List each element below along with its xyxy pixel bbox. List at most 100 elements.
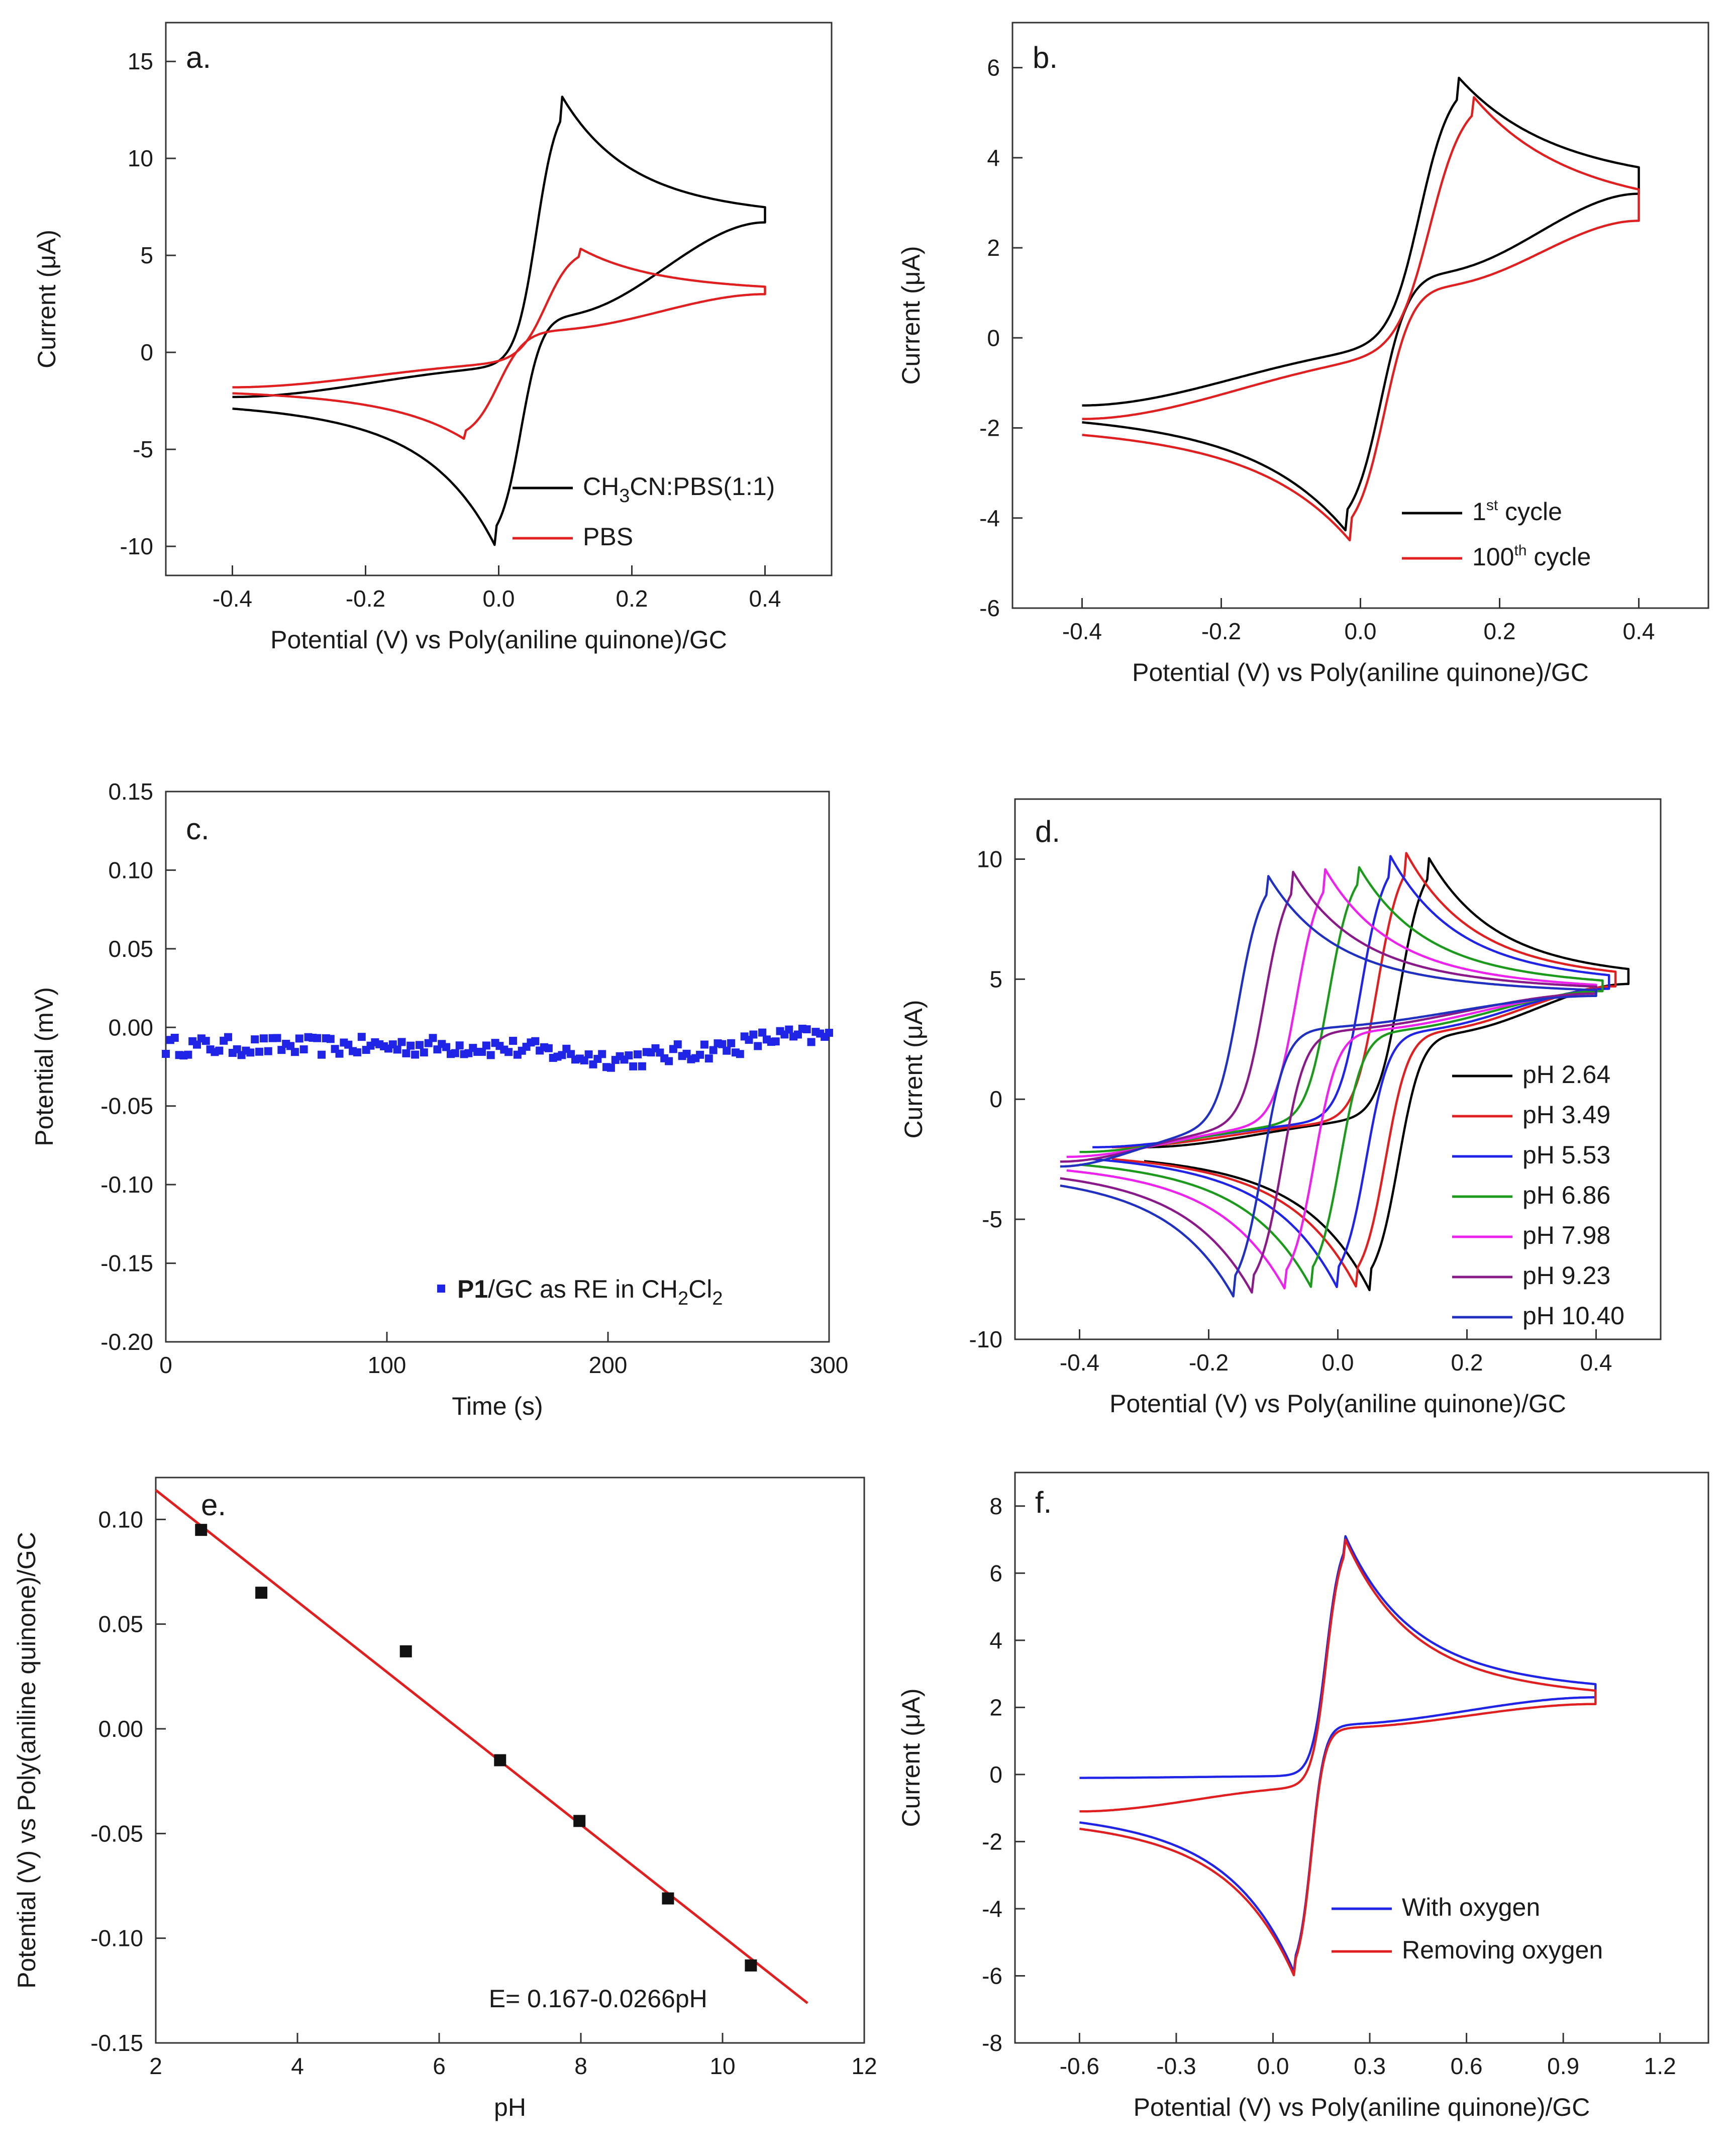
panel-label: d.	[1035, 815, 1060, 848]
data-point	[326, 1035, 335, 1043]
data-point	[504, 1048, 513, 1056]
data-point	[696, 1050, 704, 1059]
y-tick-label: 5	[989, 966, 1002, 992]
y-tick-label: 6	[989, 1560, 1002, 1586]
y-tick-label: 0.00	[98, 1716, 143, 1742]
data-point	[277, 1046, 286, 1054]
panel-label: c.	[186, 812, 210, 846]
legend-entry: pH 10.40	[1522, 1302, 1624, 1330]
y-tick-label: -2	[979, 415, 1000, 441]
y-tick-label: -2	[982, 1828, 1002, 1854]
y-axis-label: Potential (mV)	[30, 987, 58, 1146]
data-point	[665, 1057, 673, 1065]
data-point	[295, 1034, 303, 1043]
series-line-pbs	[232, 247, 766, 440]
y-tick-label: 0.15	[108, 778, 153, 805]
data-point	[255, 1587, 268, 1599]
data-point	[170, 1034, 179, 1042]
data-point	[625, 1051, 633, 1059]
x-tick-label: 10	[709, 2053, 735, 2079]
plot-frame-c	[165, 791, 830, 1343]
x-tick-label: 200	[589, 1352, 628, 1378]
data-point	[771, 1037, 780, 1046]
x-tick-label: -0.6	[1060, 2053, 1099, 2079]
data-point	[353, 1048, 361, 1056]
data-point	[477, 1047, 486, 1056]
series-line-removing-oxygen	[1079, 1538, 1597, 1977]
y-tick-label: -0.15	[90, 2030, 143, 2056]
x-tick-label: 8	[574, 2053, 587, 2079]
legend-entry: P1/GC as RE in CH2Cl2	[457, 1275, 723, 1309]
series-line-ch3cn-pbs-1-1-	[232, 95, 766, 546]
series-line-ph-6-86	[1079, 866, 1604, 1288]
legend-marker	[437, 1285, 445, 1293]
data-point	[224, 1033, 233, 1041]
x-tick-label: 0	[159, 1352, 172, 1378]
panel-label: a.	[186, 41, 211, 74]
data-point	[420, 1048, 428, 1057]
x-tick-label: 4	[291, 2053, 304, 2079]
y-tick-label: -5	[133, 436, 153, 462]
x-axis-label: pH	[494, 2093, 526, 2121]
data-point	[758, 1028, 767, 1037]
x-tick-label: 2	[149, 2053, 162, 2079]
y-tick-label: 10	[128, 145, 153, 171]
y-tick-label: -10	[120, 533, 153, 559]
y-tick-label: -0.20	[100, 1329, 153, 1355]
y-axis-label: Current (μA)	[897, 1688, 925, 1827]
data-point	[745, 1959, 757, 1972]
y-tick-label: -0.05	[100, 1093, 153, 1119]
panel-e: 2 4 6 8 10 12 -0.15 -0.10 -0.05 0.00 0.05 0.10 pH Pot…	[13, 1477, 877, 2121]
legend-entry: pH 3.49	[1522, 1101, 1610, 1129]
y-tick-label: -0.15	[100, 1250, 153, 1277]
x-tick-label: -0.2	[346, 585, 385, 612]
data-point	[700, 1040, 708, 1049]
y-tick-label: 0.00	[108, 1014, 153, 1040]
x-tick-label: 0.2	[1451, 1349, 1483, 1376]
legend-entry: pH 9.23	[1522, 1261, 1610, 1290]
data-point	[335, 1049, 344, 1058]
data-point	[749, 1030, 758, 1039]
plot-frame-f	[1014, 1472, 1709, 2044]
data-point	[264, 1047, 272, 1055]
y-axis-label: Current (μA)	[899, 1000, 928, 1138]
y-tick-label: 0	[989, 1761, 1002, 1788]
data-point	[402, 1049, 411, 1057]
data-point	[184, 1050, 192, 1059]
data-point	[638, 1062, 646, 1070]
data-point	[393, 1045, 401, 1054]
data-point	[718, 1040, 727, 1048]
legend-entry: 1st cycle	[1472, 497, 1562, 526]
legend-entry: pH 7.98	[1522, 1221, 1610, 1249]
x-tick-label: 100	[368, 1352, 406, 1378]
legend-entry: pH 5.53	[1522, 1141, 1610, 1169]
panel-b: -0.4 -0.2 0.0 0.2 0.4 -6 -4 -2 0 2 4 6 Potential (V)…	[897, 22, 1709, 687]
y-axis-label: Current (μA)	[897, 246, 925, 384]
x-tick-label: -0.2	[1201, 618, 1241, 644]
data-point	[442, 1043, 451, 1051]
y-tick-label: 4	[989, 1627, 1002, 1653]
y-tick-label: -0.10	[100, 1171, 153, 1198]
panel-c: 0 100 200 300 -0.20 -0.15 -0.10 -0.05 0.00 0.05 0.…	[30, 778, 848, 1420]
data-point	[662, 1892, 674, 1905]
panel-f: -0.6 -0.3 0.0 0.3 0.6 0.9 1.2 -8 -6 -4 -2 0 2 4 6 8 Pote…	[897, 1472, 1709, 2121]
x-tick-label: 0.6	[1451, 2053, 1483, 2079]
y-tick-label: -5	[982, 1206, 1002, 1232]
data-point	[785, 1025, 793, 1034]
legend-entry: pH 2.64	[1522, 1060, 1610, 1089]
data-point	[201, 1037, 210, 1045]
data-point	[399, 1645, 412, 1657]
data-point	[634, 1050, 642, 1059]
y-tick-label: -4	[982, 1896, 1002, 1922]
data-point	[411, 1050, 420, 1059]
fit-equation: E= 0.167-0.0266pH	[489, 1985, 707, 2013]
data-point	[704, 1054, 713, 1063]
data-point	[406, 1041, 415, 1050]
y-tick-label: 8	[989, 1493, 1002, 1519]
data-point	[573, 1815, 586, 1827]
data-point	[736, 1050, 744, 1058]
data-point	[509, 1037, 518, 1045]
data-point	[251, 1035, 259, 1044]
series-line-ph-3-49	[1111, 852, 1617, 1288]
y-tick-label: -6	[979, 595, 1000, 621]
